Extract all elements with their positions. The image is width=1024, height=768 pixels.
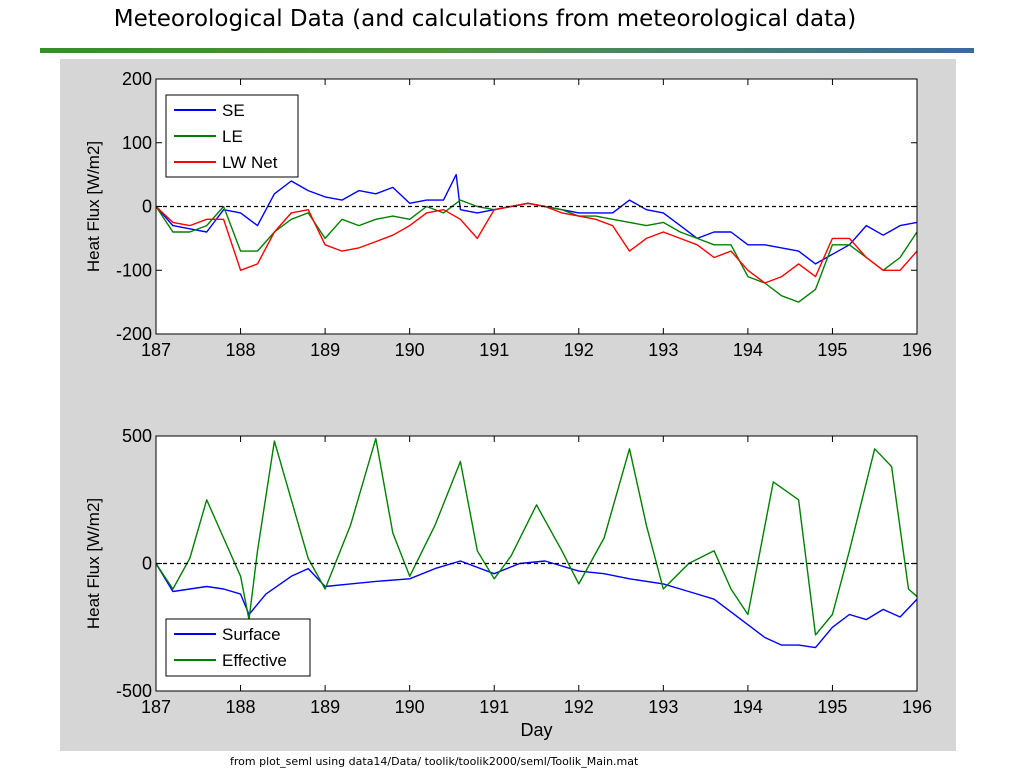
y-tick-label: 0 <box>142 197 152 217</box>
x-tick-label: 195 <box>817 697 847 717</box>
x-tick-label: 187 <box>141 340 171 360</box>
x-tick-label: 192 <box>564 697 594 717</box>
y-tick-label: -100 <box>116 260 152 280</box>
x-tick-label: 187 <box>141 697 171 717</box>
series-group <box>156 173 917 303</box>
chart-2: 187 188 189 190 191 192 193 194 195 196 -500 0 500 He… <box>84 426 932 740</box>
chart-1: 187 188 189 190 191 192 193 194 195 196 -200 -100 0 1… <box>84 69 932 360</box>
x-tick-label: 191 <box>479 340 509 360</box>
legend-label: SE <box>222 101 245 120</box>
series-line-lw-net <box>156 202 917 284</box>
y-axis-label: Heat Flux [W/m2] <box>84 141 103 272</box>
series-line-effective <box>156 437 917 636</box>
y-tick-label: -500 <box>116 681 152 701</box>
y-tick-label: 200 <box>122 69 152 89</box>
legend-label: LW Net <box>222 153 278 172</box>
legend-label: Surface <box>222 625 281 644</box>
x-tick-label: 193 <box>648 697 678 717</box>
title-divider <box>40 48 974 53</box>
series-group <box>156 437 917 649</box>
x-tick-label: 192 <box>564 340 594 360</box>
y-tick-label: -200 <box>116 324 152 344</box>
x-tick-label: 194 <box>733 697 763 717</box>
legend-label: LE <box>222 127 243 146</box>
y-tick-label: 500 <box>122 426 152 446</box>
y-tick-label: 0 <box>142 554 152 574</box>
x-tick-label: 188 <box>226 697 256 717</box>
y-tick-label: 100 <box>122 133 152 153</box>
x-tick-label: 193 <box>648 340 678 360</box>
legend: SE LE LW Net <box>165 94 299 178</box>
x-tick-label: 190 <box>395 340 425 360</box>
x-tick-label: 190 <box>395 697 425 717</box>
x-tick-label: 196 <box>902 697 932 717</box>
legend: Surface Effective <box>165 618 311 677</box>
x-tick-label: 191 <box>479 697 509 717</box>
source-caption: from plot_seml using data14/Data/ toolik… <box>230 755 639 768</box>
slide-title: Meteorological Data (and calculations fr… <box>113 6 857 32</box>
legend-box <box>165 618 311 677</box>
y-axis-label: Heat Flux [W/m2] <box>84 498 103 629</box>
x-tick-label: 188 <box>226 340 256 360</box>
legend-label: Effective <box>222 651 287 670</box>
x-tick-label: 194 <box>733 340 763 360</box>
x-tick-label: 189 <box>310 697 340 717</box>
x-tick-label: 195 <box>817 340 847 360</box>
x-tick-label: 196 <box>902 340 932 360</box>
x-axis-label: Day <box>520 720 552 740</box>
x-tick-label: 189 <box>310 340 340 360</box>
